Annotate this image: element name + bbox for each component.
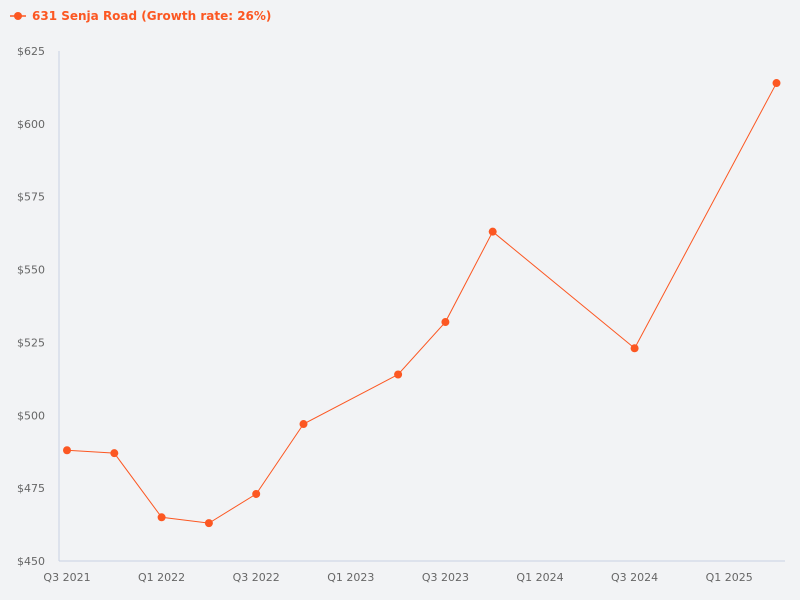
y-tick-label: $500 bbox=[17, 409, 45, 422]
y-tick-label: $475 bbox=[17, 482, 45, 495]
data-point[interactable] bbox=[394, 370, 403, 379]
y-axis: $450 $475 $500 $525 $550 $575 $600 $625 bbox=[17, 45, 60, 568]
x-tick-label: Q3 2021 bbox=[43, 571, 90, 584]
data-point[interactable] bbox=[63, 446, 71, 455]
x-tick-label: Q3 2024 bbox=[611, 571, 658, 584]
data-point[interactable] bbox=[157, 513, 166, 522]
chart-legend[interactable]: 631 Senja Road (Growth rate: 26%) bbox=[10, 9, 271, 23]
y-tick-label: $625 bbox=[17, 45, 45, 58]
data-point[interactable] bbox=[488, 227, 497, 236]
data-point[interactable] bbox=[299, 420, 308, 429]
data-point[interactable] bbox=[441, 318, 450, 327]
legend-label: 631 Senja Road (Growth rate: 26%) bbox=[32, 9, 272, 23]
data-point[interactable] bbox=[630, 344, 639, 353]
x-tick-label: Q1 2023 bbox=[327, 571, 374, 584]
x-tick-label: Q3 2023 bbox=[422, 571, 469, 584]
x-tick-label: Q1 2024 bbox=[516, 571, 563, 584]
x-axis: Q3 2021 Q1 2022 Q3 2022 Q1 2023 Q3 2023 Q1 20… bbox=[43, 560, 785, 584]
data-point[interactable] bbox=[110, 449, 119, 458]
x-tick-label: Q3 2022 bbox=[233, 571, 280, 584]
y-tick-label: $525 bbox=[17, 336, 45, 349]
y-tick-label: $450 bbox=[17, 555, 45, 568]
x-tick-label: Q1 2022 bbox=[138, 571, 185, 584]
y-tick-label: $575 bbox=[17, 191, 45, 204]
legend-line-marker-icon bbox=[10, 12, 26, 20]
data-point[interactable] bbox=[252, 489, 261, 498]
y-tick-label: $550 bbox=[17, 264, 45, 277]
data-point[interactable] bbox=[204, 519, 213, 528]
data-point[interactable] bbox=[772, 79, 781, 88]
x-tick-label: Q1 2025 bbox=[706, 571, 753, 584]
y-tick-label: $600 bbox=[17, 118, 45, 131]
series-line bbox=[66, 82, 777, 524]
series-631-senja-road bbox=[63, 79, 781, 528]
